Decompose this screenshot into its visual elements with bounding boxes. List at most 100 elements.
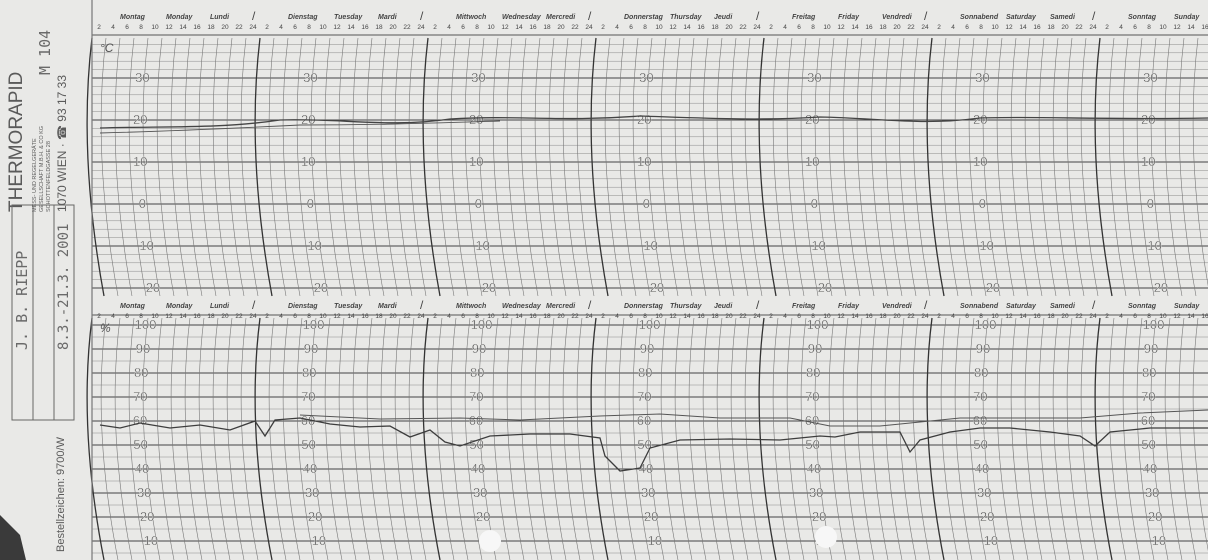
hour-label: 14 (1019, 24, 1027, 31)
day-name: Montag (120, 14, 146, 21)
scale-label: 20 (650, 280, 664, 295)
hour-label: 18 (207, 313, 215, 320)
hour-line (604, 37, 623, 297)
hour-line (576, 37, 595, 297)
hour-label: 20 (221, 24, 229, 31)
hour-label: 4 (279, 313, 283, 320)
hour-line (114, 317, 133, 560)
hour-line (884, 317, 903, 560)
day-name: Saturday (1006, 303, 1037, 310)
scale-label: 70 (637, 389, 651, 404)
hour-label: 14 (1187, 24, 1195, 31)
hour-label: 20 (893, 24, 901, 31)
hour-label: 14 (1019, 313, 1027, 320)
hour-line (1122, 37, 1141, 297)
hour-label: 14 (347, 313, 355, 320)
hour-line (772, 317, 791, 560)
hour-label: 4 (111, 24, 115, 31)
scale-label: 50 (469, 437, 483, 452)
hour-label: 12 (333, 313, 341, 320)
hour-line (226, 37, 245, 297)
day-separator: / (588, 298, 592, 312)
scale-label: 30 (641, 485, 655, 500)
scale-label: 20 (476, 509, 490, 524)
hour-label: 10 (655, 313, 663, 320)
hour-line (380, 37, 399, 297)
hour-label: 4 (783, 313, 787, 320)
hour-line (1192, 317, 1208, 551)
photo-corner (0, 515, 26, 560)
hour-line (1164, 37, 1183, 297)
hour-label: 18 (207, 24, 215, 31)
hour-line (1010, 317, 1029, 560)
hour-label: 4 (951, 313, 955, 320)
scale-label: 90 (640, 341, 654, 356)
day-name: Thursday (670, 14, 703, 21)
scale-label: 80 (974, 365, 988, 380)
hour-label: 6 (125, 24, 129, 31)
scale-label: 20 (469, 112, 483, 127)
unit-label: °C (100, 41, 114, 55)
scale-label: 60 (133, 413, 147, 428)
hour-label: 6 (293, 313, 297, 320)
hour-label: 6 (797, 313, 801, 320)
hour-line (240, 317, 259, 560)
scale-label: 30 (977, 485, 991, 500)
hour-line (338, 37, 357, 297)
hour-line (534, 317, 553, 560)
scale-label: 20 (980, 509, 994, 524)
scale-label: 50 (637, 437, 651, 452)
hour-label: 12 (165, 313, 173, 320)
hour-label: 20 (1061, 313, 1069, 320)
hour-line (282, 37, 301, 297)
hour-line (156, 317, 175, 560)
hour-line (100, 37, 119, 297)
scale-label: 10 (1152, 533, 1166, 548)
hour-label: 16 (865, 313, 873, 320)
scale-label: 20 (644, 509, 658, 524)
hour-line (464, 37, 483, 297)
temperature-trace (99, 120, 501, 134)
day-name: Tuesday (334, 14, 363, 21)
scale-label: 60 (973, 413, 987, 428)
scale-label: 10 (144, 533, 158, 548)
day-line (86, 37, 105, 297)
scale-label: 20 (986, 280, 1000, 295)
hour-line (1178, 317, 1197, 560)
hour-line (268, 37, 287, 297)
hour-label: 2 (937, 313, 941, 320)
scale-label: 20 (1141, 112, 1155, 127)
hour-label: 16 (529, 24, 537, 31)
company-line: SCHOTTENFELDGASSE 28 (46, 141, 52, 212)
scale-label: 0 (307, 196, 314, 211)
day-name: Tuesday (334, 303, 363, 310)
hour-line (478, 317, 497, 560)
hour-label: 12 (501, 24, 509, 31)
hour-line (982, 317, 1001, 560)
hour-label: 4 (447, 24, 451, 31)
hour-label: 22 (571, 24, 579, 31)
day-name: Mercredi (546, 14, 576, 21)
day-name: Jeudi (714, 14, 733, 21)
scale-label: 100 (807, 317, 829, 332)
hour-line (800, 37, 819, 297)
hour-label: 22 (571, 313, 579, 320)
hour-label: 6 (965, 313, 969, 320)
scale-label: 20 (637, 112, 651, 127)
hour-label: 16 (865, 24, 873, 31)
hour-line (730, 317, 749, 560)
hour-line (968, 317, 987, 560)
hour-line (282, 317, 301, 560)
hour-line (352, 37, 371, 297)
hour-line (660, 37, 679, 297)
hour-label: 14 (179, 24, 187, 31)
hour-line (142, 37, 161, 297)
hour-line (506, 37, 525, 297)
scale-label: 100 (303, 317, 325, 332)
hour-label: 12 (669, 24, 677, 31)
scale-label: 20 (818, 280, 832, 295)
day-line (422, 317, 441, 560)
hour-line (1136, 37, 1155, 297)
hour-label: 22 (1075, 313, 1083, 320)
